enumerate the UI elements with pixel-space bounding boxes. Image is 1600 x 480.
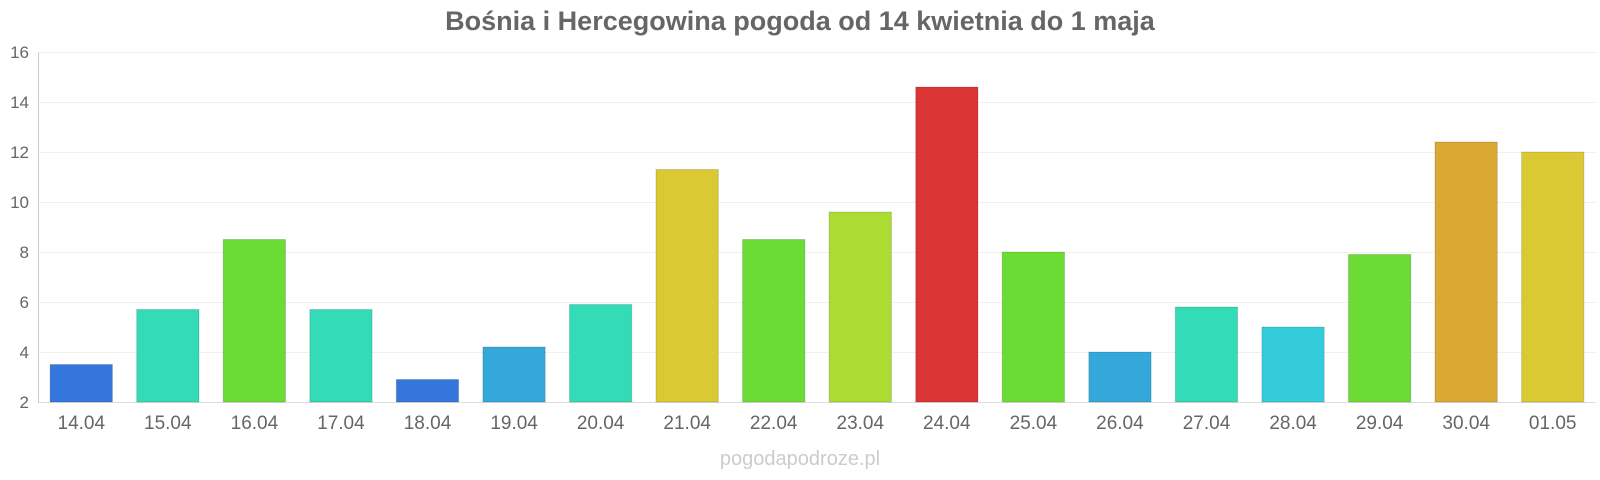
bar-20.04	[569, 304, 633, 403]
bar-25.04	[1001, 251, 1066, 403]
x-tick-label: 20.04	[577, 413, 625, 434]
x-tick-label: 19.04	[490, 413, 538, 434]
y-tick-label: 4	[20, 343, 29, 362]
x-tick-label: 17.04	[317, 413, 365, 434]
x-tick-label: 27.04	[1183, 413, 1231, 434]
x-tick-label: 16.04	[231, 413, 279, 434]
bar-17.04	[309, 309, 373, 403]
y-tick-label: 2	[20, 393, 29, 412]
bar-30.04	[1434, 141, 1498, 403]
bar-21.04	[655, 169, 719, 403]
x-tick-label: 23.04	[837, 413, 885, 434]
y-axis-ticks: 2 4 6 8 10 12 14 16	[10, 43, 29, 412]
x-tick-label: 24.04	[923, 413, 971, 434]
y-tick-label: 14	[10, 93, 29, 112]
bar-15.04	[136, 309, 200, 403]
x-tick-label: 21.04	[663, 413, 711, 434]
watermark: pogodapodroze.pl	[719, 448, 881, 470]
bar-29.04	[1348, 254, 1412, 403]
x-axis-ticks: 14.04 15.04 16.04 17.04 18.04 19.04 20.04 21.04…	[58, 413, 1577, 434]
bar-16.04	[222, 239, 286, 403]
bar-24.04	[915, 86, 979, 403]
bar-19.04	[482, 346, 546, 403]
y-tick-label: 12	[10, 143, 29, 162]
bar-18.04	[395, 379, 460, 403]
x-tick-label: 30.04	[1442, 413, 1490, 434]
y-tick-label: 16	[10, 43, 29, 62]
x-tick-label: 25.04	[1010, 413, 1058, 434]
y-tick-label: 8	[20, 243, 29, 262]
x-tick-label: 01.05	[1529, 413, 1577, 434]
x-tick-label: 18.04	[404, 413, 452, 434]
grid-lines	[38, 52, 1596, 403]
x-tick-label: 28.04	[1269, 413, 1317, 434]
x-tick-label: 26.04	[1096, 413, 1144, 434]
bar-01.05	[1521, 151, 1585, 403]
x-tick-label: 14.04	[58, 413, 106, 434]
bar-22.04	[742, 239, 806, 403]
bar-14.04	[49, 364, 113, 403]
x-tick-label: 29.04	[1356, 413, 1404, 434]
chart-title: Bośnia i Hercegowina pogoda od 14 kwietn…	[445, 6, 1155, 36]
bar-chart: 2 4 6 8 10 12 14 16 14.04 15.04 16.04 17.04 18.04 19…	[10, 43, 1596, 434]
bar-26.04	[1088, 351, 1152, 403]
bar-27.04	[1174, 306, 1239, 403]
bars	[49, 86, 1585, 403]
x-tick-label: 22.04	[750, 413, 798, 434]
y-tick-label: 6	[20, 293, 29, 312]
bar-28.04	[1261, 326, 1325, 403]
y-tick-label: 10	[10, 193, 29, 212]
bar-23.04	[828, 211, 892, 403]
x-tick-label: 15.04	[144, 413, 192, 434]
